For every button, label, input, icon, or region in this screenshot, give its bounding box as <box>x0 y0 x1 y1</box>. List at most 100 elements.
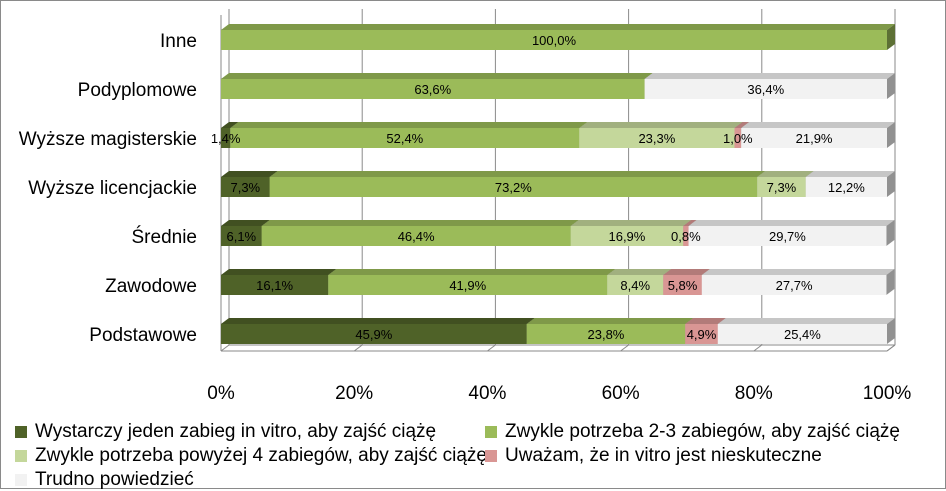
bar-top-face <box>644 73 895 79</box>
data-label: 7,3% <box>767 180 797 195</box>
x-tick-label: 100% <box>863 383 912 404</box>
data-label: 6,1% <box>226 229 256 244</box>
bar-top-face <box>221 220 270 226</box>
bar-top-face <box>230 122 588 128</box>
data-label: 12,2% <box>828 180 865 195</box>
bar-top-face <box>221 318 535 324</box>
bar-top-face <box>221 171 278 177</box>
bar-top-face <box>221 73 653 79</box>
bar-top-face <box>221 122 239 128</box>
data-label: 52,4% <box>386 131 423 146</box>
bar-top-face <box>261 220 579 226</box>
gridline-floor <box>886 344 896 352</box>
data-label: 46,4% <box>398 229 435 244</box>
bar-top-face <box>221 24 895 30</box>
bar-front-face <box>579 128 735 148</box>
bar-side-face <box>887 318 895 344</box>
data-label: 16,1% <box>256 278 293 293</box>
legend: Wystarczy jeden zabieg in vitro, aby zaj… <box>1 413 946 490</box>
bar-front-face <box>221 226 262 246</box>
data-label: 7,3% <box>230 180 260 195</box>
data-label: 45,9% <box>355 327 392 342</box>
bar-side-face <box>887 73 895 99</box>
bar-top-face <box>328 269 616 275</box>
legend-label: Zwykle potrzeba powyżej 4 zabiegów, aby … <box>35 445 488 466</box>
x-tick-label: 40% <box>468 383 506 404</box>
bar-segment <box>688 220 895 246</box>
bar-top-face <box>717 318 895 324</box>
gridline-floor <box>487 344 496 352</box>
legend-swatch <box>15 450 27 462</box>
data-label: 4,9% <box>687 327 717 342</box>
bar-segment <box>701 269 895 295</box>
legend-label: Wystarczy jeden zabieg in vitro, aby zaj… <box>35 421 437 442</box>
data-label: 41,9% <box>449 278 486 293</box>
category-label: Zawodowe <box>105 276 197 297</box>
data-label: 1,4% <box>211 131 241 146</box>
gridline-floor <box>620 344 629 352</box>
bars <box>221 24 895 344</box>
bar-top-face <box>701 269 895 275</box>
data-label: 5,8% <box>668 278 698 293</box>
bar-front-face <box>221 79 645 99</box>
legend-label: Trudno powiedzieć <box>35 469 194 490</box>
bar-front-face <box>644 79 887 99</box>
floor-left-edge <box>220 344 230 352</box>
gridline-floor <box>753 344 763 352</box>
bar-segment <box>644 73 895 99</box>
legend-label: Zwykle potrzeba 2-3 zabiegów, aby zajść … <box>505 421 900 442</box>
bar-front-face <box>734 128 742 148</box>
bar-segment <box>717 318 895 344</box>
legend-swatch <box>485 426 497 438</box>
legend-item: Zwykle potrzeba 2-3 zabiegów, aby zajść … <box>485 421 900 443</box>
data-label: 23,3% <box>638 131 675 146</box>
bar-top-face <box>734 122 750 128</box>
bar-side-face <box>887 24 895 50</box>
data-label: 36,4% <box>747 82 784 97</box>
bar-front-face <box>221 275 329 295</box>
legend-item: Wystarczy jeden zabieg in vitro, aby zaj… <box>15 421 436 443</box>
data-label: 29,7% <box>769 229 806 244</box>
bar-top-face <box>685 318 726 324</box>
category-label: Podyplomowe <box>78 80 197 101</box>
bar-top-face <box>757 171 814 177</box>
bar-top-face <box>805 171 895 177</box>
legend-item: Uważam, że in vitro jest nieskuteczne <box>485 445 822 467</box>
gridline-floor <box>353 344 363 352</box>
bar-top-face <box>579 122 743 128</box>
x-tick-label: 20% <box>335 383 373 404</box>
bar-top-face <box>663 269 710 275</box>
bar-front-face <box>683 226 689 246</box>
bar-front-face <box>526 324 686 344</box>
bar-top-face <box>741 122 895 128</box>
bar-side-face <box>886 269 895 295</box>
category-label: Inne <box>160 31 197 52</box>
bar-segment <box>221 24 895 50</box>
legend-label: Uważam, że in vitro jest nieskuteczne <box>505 445 822 466</box>
legend-swatch <box>15 426 27 438</box>
bar-segment <box>230 122 588 148</box>
bar-top-face <box>607 269 672 275</box>
bar-segment <box>261 220 579 246</box>
bar-front-face <box>221 30 887 50</box>
data-label: 27,7% <box>776 278 813 293</box>
data-label: 8,4% <box>620 278 650 293</box>
bar-side-face <box>887 122 895 148</box>
data-label: 100,0% <box>532 33 577 48</box>
x-tick-label: 0% <box>207 383 235 404</box>
bar-front-face <box>570 226 684 246</box>
bar-top-face <box>688 220 895 226</box>
data-label: 25,4% <box>784 327 821 342</box>
x-tick-label: 60% <box>602 383 640 404</box>
data-label: 23,8% <box>588 327 625 342</box>
legend-item: Zwykle potrzeba powyżej 4 zabiegów, aby … <box>15 445 487 467</box>
category-label: Wyższe licencjackie <box>28 178 197 199</box>
bar-front-face <box>685 324 718 344</box>
category-label: Średnie <box>132 226 198 248</box>
legend-swatch <box>485 450 497 462</box>
bar-front-face <box>805 177 887 197</box>
bar-front-face <box>701 275 887 295</box>
data-label: 1,0% <box>723 131 753 146</box>
data-labels: 100,0% 63,6% 36,4% 1,4% 52,4% 23,3% 1,0% 21,9% 7… <box>211 33 865 342</box>
